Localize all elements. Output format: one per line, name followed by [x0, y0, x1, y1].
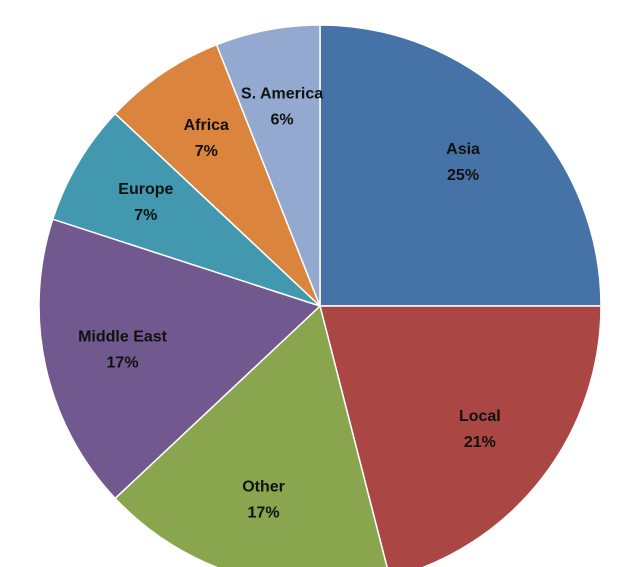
slice-value-label: 17%	[248, 505, 280, 522]
slice-value-label: 7%	[195, 143, 218, 160]
slice-value-label: 17%	[107, 354, 139, 371]
slice-label: Africa	[184, 117, 229, 134]
pie-slice	[38, 218, 322, 500]
slice-value-label: 6%	[271, 111, 294, 128]
slice-value-label: 7%	[134, 207, 157, 224]
slice-value-label: 25%	[447, 167, 479, 184]
pie-slice	[114, 304, 388, 567]
slice-label: S. America	[241, 85, 323, 102]
pie-slice	[51, 112, 321, 307]
slice-label: Middle East	[78, 328, 168, 345]
slice-value-label: 21%	[464, 434, 496, 451]
pie-slice	[215, 24, 321, 307]
slice-label: Asia	[446, 141, 480, 158]
pie-slice	[319, 24, 602, 307]
pie-slice	[114, 43, 321, 307]
slice-label: Europe	[118, 181, 173, 198]
slice-label: Other	[242, 479, 285, 496]
slice-label: Local	[459, 408, 501, 425]
pie-slice	[319, 305, 602, 567]
